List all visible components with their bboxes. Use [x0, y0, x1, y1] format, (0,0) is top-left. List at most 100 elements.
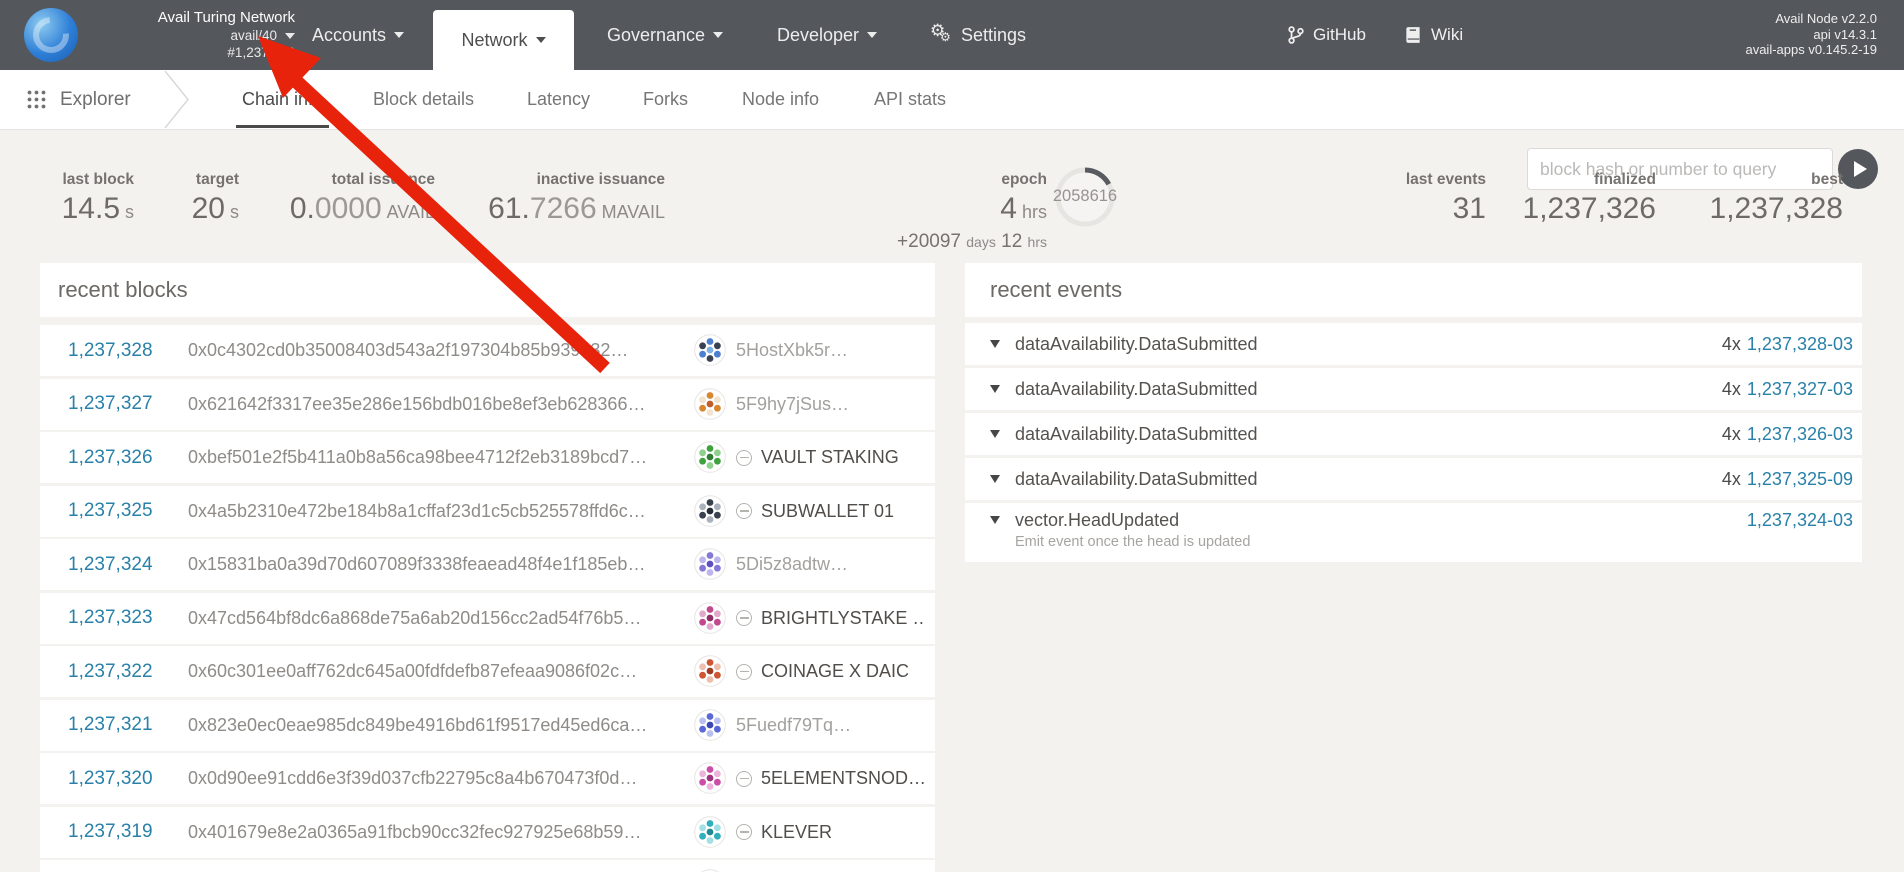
event-block-link[interactable]: 1,237,328-03 [1746, 333, 1853, 354]
chevron-down-icon [394, 32, 405, 38]
network-spec-selector[interactable]: avail/40 [230, 28, 295, 44]
avail-logo-icon[interactable] [24, 8, 78, 62]
event-block-link[interactable]: 1,237,324-03 [1746, 510, 1853, 530]
block-number-link[interactable]: 1,237,324 [68, 553, 153, 575]
block-number-link[interactable]: 1,237,323 [68, 607, 153, 628]
top-header: Avail Turing Network avail/40 #1,237,328… [0, 0, 1904, 70]
tab-chain-info[interactable]: Chain info [235, 70, 330, 128]
event-name: vector.HeadUpdated [1015, 510, 1180, 530]
table-row: 1,237,322 0x60c301ee0aff762dc645a00fdfde… [40, 646, 935, 697]
block-hash: 0x15831ba0a39d70d607089f3338feaead48f4e1… [188, 554, 646, 574]
identicon[interactable] [694, 708, 726, 741]
expand-toggle-icon[interactable] [990, 340, 1000, 348]
block-author[interactable]: 5Fuedf79Tq… [736, 714, 852, 735]
event-count: 4x [1721, 333, 1741, 354]
block-author[interactable]: 5Di5z8adtw… [736, 554, 849, 574]
version-info: Avail Node v2.2.0 api v14.3.1 avail-apps… [1745, 11, 1877, 58]
gear-icon: ⚙ ⚙ [930, 21, 951, 44]
tab-node-info[interactable]: Node info [742, 88, 820, 109]
stat-total-issuance: total issuance 0.0000 AVAIL [289, 171, 435, 225]
block-number-link[interactable]: 1,237,321 [68, 714, 153, 735]
git-branch-icon [1288, 26, 1304, 44]
block-number-link[interactable]: 1,237,319 [68, 821, 153, 842]
table-row: 1,237,321 0x823e0ec0eae985dc849be4916bd6… [40, 699, 935, 751]
minus-badge-icon [736, 770, 752, 787]
expand-toggle-icon[interactable] [990, 430, 1000, 438]
block-author[interactable]: 5F9hy7jSus… [736, 393, 850, 414]
event-name: dataAvailability.DataSubmitted [1015, 423, 1258, 444]
list-item: dataAvailability.DataSubmitted 4x 1,237,3… [965, 323, 1862, 365]
section-title: Explorer [60, 88, 131, 110]
minus-badge-icon [736, 824, 752, 840]
table-row: 1,237,325 0x4a5b2310e472be184b8a1cffaf23… [40, 485, 935, 537]
block-author[interactable]: KLEVER [761, 821, 833, 842]
block-number-link[interactable]: 1,237,327 [68, 393, 153, 414]
best-block-tag: #1,237,328 [227, 45, 295, 60]
epoch-progress-ring: 2058616 [1053, 165, 1117, 229]
table-row: 1,237,319 0x401679e8e2a0365a91fbcb90cc32… [40, 806, 935, 858]
divider [164, 71, 189, 128]
event-count: 4x [1721, 423, 1741, 444]
block-author[interactable]: COINAGE X DAIC [761, 661, 910, 681]
stat-inactive-issuance: inactive issuance 61.7266 MAVAIL [488, 171, 665, 225]
stat-target: target 20 s [191, 171, 239, 225]
event-block-link[interactable]: 1,237,325-09 [1746, 468, 1853, 489]
block-number-link[interactable]: 1,237,325 [68, 500, 153, 521]
block-hash: 0x47cd564bf8dc6a868de75a6ab20d156cc2ad54… [188, 607, 642, 628]
identicon[interactable] [694, 601, 726, 634]
identicon[interactable] [694, 334, 726, 366]
table-row: 1,237,327 0x621642f3317ee35e286e156bdb01… [40, 378, 935, 430]
tab-bar: Explorer Chain info Block details Latenc… [0, 70, 1904, 190]
menu-network[interactable]: Network [433, 10, 574, 70]
epoch-ring-value: 2058616 [1052, 187, 1118, 205]
block-search-input[interactable] [1528, 149, 1832, 189]
expand-toggle-icon[interactable] [990, 385, 1000, 393]
event-block-link[interactable]: 1,237,326-03 [1746, 423, 1853, 444]
tab-block-details[interactable]: Block details [373, 88, 475, 109]
tab-api-stats[interactable]: API stats [874, 88, 947, 109]
block-hash: 0x401679e8e2a0365a91fbcb90cc32fec927925e… [188, 821, 642, 842]
event-name: dataAvailability.DataSubmitted [1015, 333, 1258, 354]
block-author[interactable]: SUBWALLET 01 [761, 500, 895, 521]
stat-finalized: finalized 1,237,326 [1522, 171, 1656, 225]
menu-accounts[interactable]: Accounts [312, 0, 405, 70]
minus-badge-icon [736, 610, 752, 626]
block-number-link[interactable]: 1,237,322 [68, 660, 153, 682]
event-name: dataAvailability.DataSubmitted [1015, 378, 1258, 399]
tab-forks[interactable]: Forks [643, 88, 688, 109]
identicon[interactable] [694, 655, 726, 687]
block-search [1527, 148, 1833, 190]
menu-settings[interactable]: ⚙ ⚙ Settings [930, 21, 1027, 45]
block-number-link[interactable]: 1,237,326 [68, 446, 153, 468]
expand-toggle-icon[interactable] [990, 475, 1000, 483]
table-row: 1,237,324 0x15831ba0a39d70d607089f3338fe… [40, 539, 935, 590]
tab-latency[interactable]: Latency [527, 88, 591, 109]
identicon[interactable] [694, 494, 726, 527]
block-hash: 0x0c4302cd0b35008403d543a2f197304b85b939… [188, 340, 629, 360]
wiki-link[interactable]: Wiki [1405, 0, 1463, 70]
block-hash: 0x621642f3317ee35e286e156bdb016be8ef3eb6… [188, 393, 646, 414]
block-author[interactable]: BRIGHTLYSTAKE … [761, 607, 926, 628]
recent-blocks-list: 1,237,328 0x0c4302cd0b35008403d543a2f197… [40, 325, 935, 872]
block-author[interactable]: VAULT STAKING [761, 447, 899, 467]
app-menu-grid-icon[interactable] [27, 90, 46, 109]
expand-toggle-icon[interactable] [990, 516, 1000, 524]
menu-governance[interactable]: Governance [607, 0, 724, 70]
event-description: Emit event once the head is updated [1015, 534, 1251, 550]
block-author[interactable]: 5ELEMENTSNOD… [761, 768, 926, 788]
identicon[interactable] [694, 762, 726, 794]
block-number-link[interactable]: 1,237,320 [68, 767, 153, 789]
menu-developer[interactable]: Developer [777, 0, 878, 70]
minus-badge-icon [736, 663, 752, 680]
identicon[interactable] [694, 387, 726, 420]
event-block-link[interactable]: 1,237,327-03 [1746, 378, 1853, 399]
block-author[interactable]: 5HostXbk5r… [736, 340, 849, 360]
identicon[interactable] [694, 441, 726, 473]
search-go-button[interactable] [1838, 149, 1878, 189]
github-link[interactable]: GitHub [1287, 0, 1366, 70]
chevron-down-icon [713, 32, 724, 38]
identicon[interactable] [694, 548, 726, 580]
identicon[interactable] [694, 815, 726, 848]
block-number-link[interactable]: 1,237,328 [68, 339, 153, 361]
